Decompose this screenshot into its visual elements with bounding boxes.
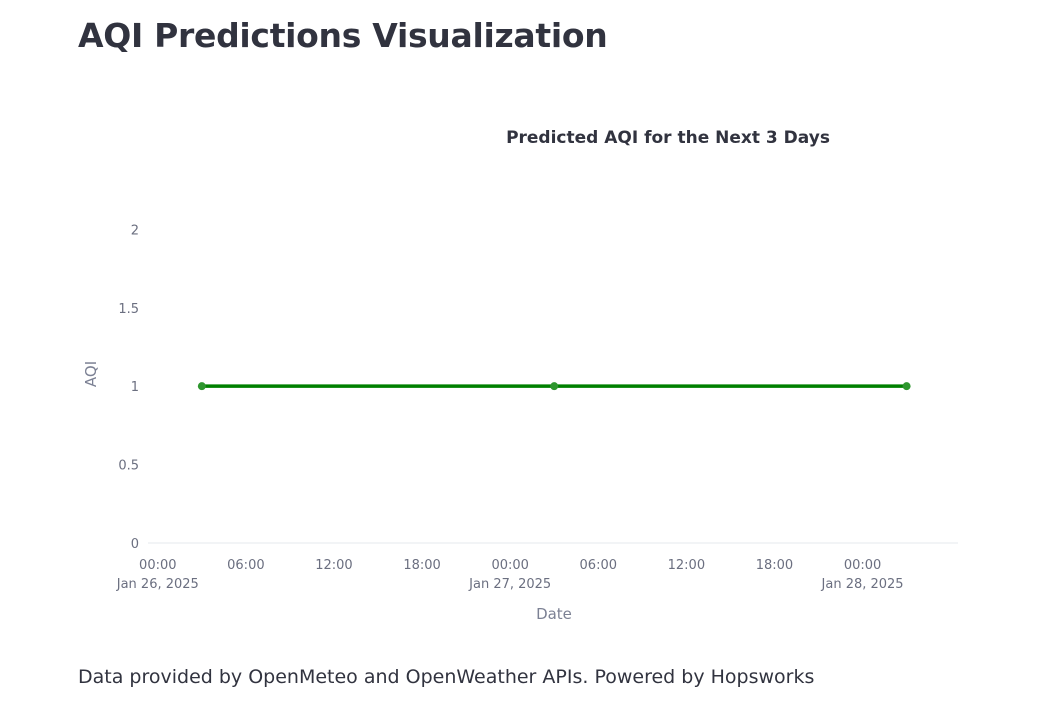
y-tick-label: 0: [131, 537, 139, 552]
x-tick-label: 12:00: [315, 558, 352, 573]
chart-title: Predicted AQI for the Next 3 Days: [506, 128, 830, 148]
x-tick-date-label: Jan 26, 2025: [116, 577, 199, 592]
x-tick-label: 18:00: [403, 558, 440, 573]
x-tick-label: 00:00: [844, 558, 881, 573]
x-tick-date-label: Jan 27, 2025: [468, 577, 551, 592]
data-point[interactable]: [902, 382, 911, 391]
y-axis-ticks: 0 0.5 1 1.5 2: [118, 223, 139, 552]
data-point[interactable]: [550, 382, 559, 391]
y-tick-label: 2: [131, 223, 139, 238]
x-tick-label: 06:00: [227, 558, 264, 573]
y-tick-label: 1.5: [118, 302, 139, 317]
page-title: AQI Predictions Visualization: [78, 16, 608, 55]
x-axis-ticks: 00:00 Jan 26, 2025 06:00 12:00 18:00 00:00 Jan…: [116, 558, 904, 592]
y-tick-label: 1: [131, 380, 139, 395]
data-point[interactable]: [197, 382, 206, 391]
y-axis-title: AQI: [82, 361, 100, 387]
x-tick-label: 06:00: [580, 558, 617, 573]
y-tick-label: 0.5: [118, 459, 139, 474]
x-tick-date-label: Jan 28, 2025: [821, 577, 904, 592]
x-axis-title: Date: [536, 605, 572, 623]
x-tick-label: 00:00: [139, 558, 176, 573]
series-layer: [197, 382, 911, 391]
x-tick-label: 00:00: [491, 558, 528, 573]
x-tick-label: 12:00: [668, 558, 705, 573]
footer-attribution: Data provided by OpenMeteo and OpenWeath…: [78, 666, 815, 688]
x-tick-label: 18:00: [756, 558, 793, 573]
